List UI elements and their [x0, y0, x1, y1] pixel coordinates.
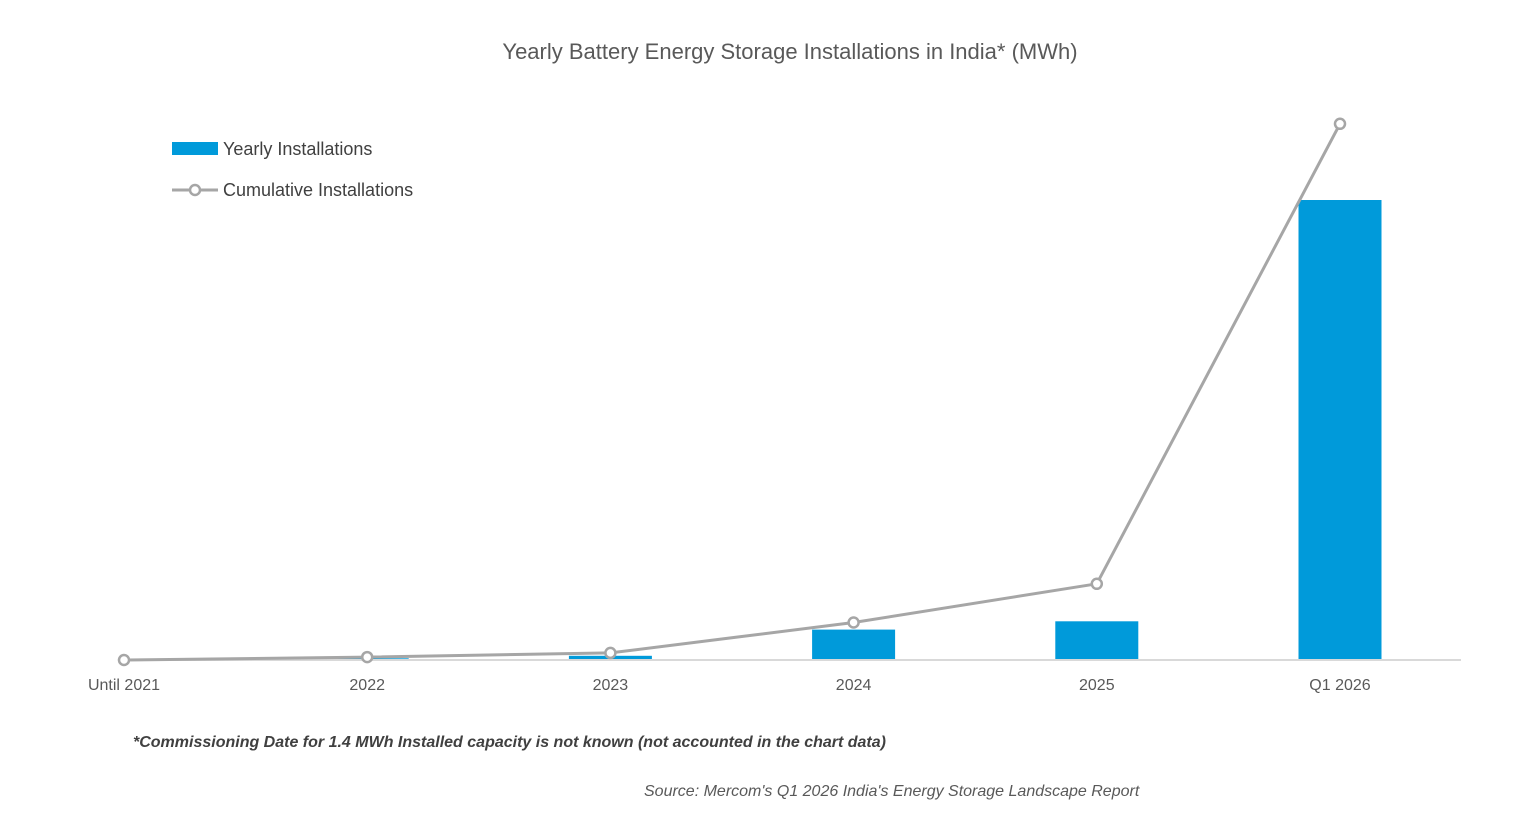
legend: Yearly Installations Cumulative Installa… — [172, 139, 413, 200]
source-note: Source: Mercom's Q1 2026 India's Energy … — [644, 783, 1140, 800]
cumulative-point-2 — [604, 646, 617, 660]
bar-yearly-3 — [812, 629, 896, 660]
x-tick-label-4: 2025 — [1079, 677, 1115, 694]
cumulative-point-3 — [847, 616, 860, 629]
bar-yearly-4 — [1055, 621, 1139, 660]
legend-swatch-yearly — [172, 142, 218, 155]
legend-marker-cumulative — [188, 183, 202, 197]
legend-label-yearly: Yearly Installations — [223, 139, 372, 159]
x-tick-label-1: 2022 — [349, 677, 385, 694]
x-axis-tick-labels: Until 2021 2022 2023 2024 2025 Q1 2026 — [88, 677, 1371, 694]
cumulative-point-1 — [360, 650, 374, 664]
x-tick-label-5: Q1 2026 — [1309, 677, 1370, 694]
legend-label-cumulative: Cumulative Installations — [223, 180, 413, 200]
line-series — [117, 117, 1347, 667]
cumulative-line — [123, 123, 1342, 662]
bar-yearly-5 — [1298, 200, 1382, 660]
x-tick-label-0: Until 2021 — [88, 677, 160, 694]
x-tick-label-2: 2023 — [593, 677, 629, 694]
cumulative-point-0 — [117, 653, 131, 667]
footnote: *Commissioning Date for 1.4 MWh Installe… — [133, 734, 886, 751]
cumulative-point-4 — [1090, 577, 1104, 591]
x-tick-label-3: 2024 — [836, 677, 872, 694]
cumulative-point-5 — [1333, 117, 1347, 131]
bar-series — [325, 200, 1382, 660]
chart-title: Yearly Battery Energy Storage Installati… — [502, 39, 1077, 64]
